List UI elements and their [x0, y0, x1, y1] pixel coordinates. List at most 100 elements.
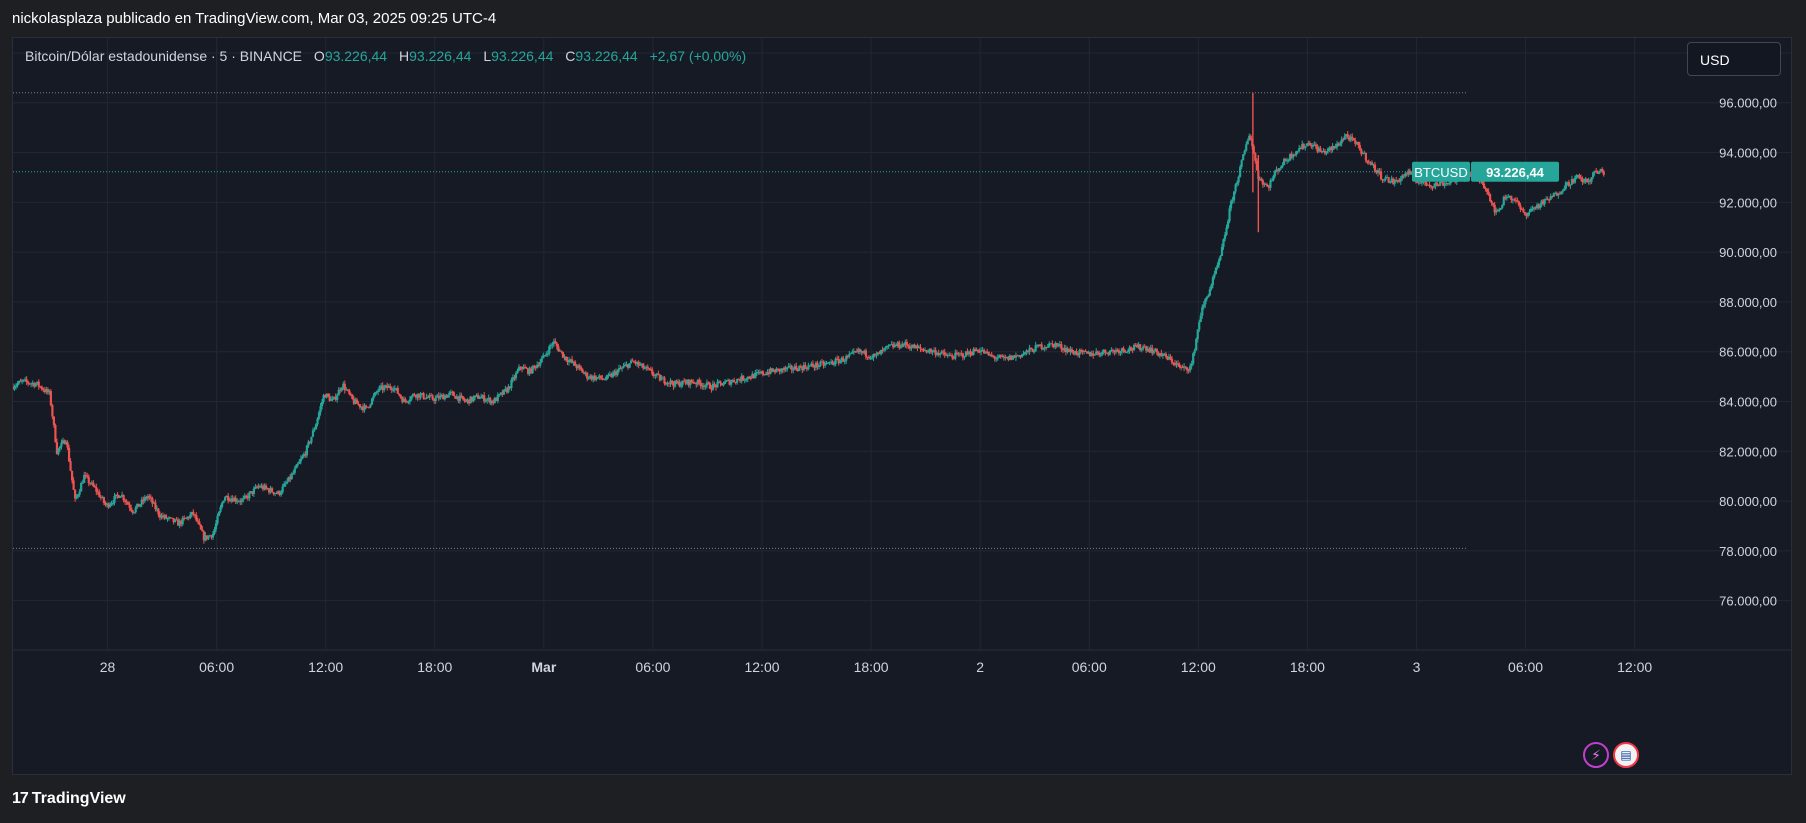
candle-body	[699, 382, 702, 387]
candle-body	[820, 361, 824, 363]
candle-body	[360, 406, 363, 408]
candle-body	[25, 379, 28, 382]
candle-body	[1213, 273, 1216, 278]
candle-body	[1086, 351, 1089, 354]
candle-body	[1217, 259, 1221, 266]
candle-body	[926, 351, 930, 353]
price-chart[interactable]: 98.000,0096.000,0094.000,0092.000,0090.0…	[13, 38, 1791, 774]
candle-body	[1360, 149, 1363, 154]
candle-body	[1002, 356, 1005, 358]
candle-body	[77, 494, 80, 497]
candle-body	[311, 430, 315, 437]
candle-body	[201, 529, 204, 532]
lightning-icon[interactable]: ⚡	[1583, 742, 1609, 768]
candle-body	[1208, 289, 1211, 296]
candle-body	[14, 385, 18, 388]
candle-body	[537, 364, 540, 366]
candle-body	[907, 345, 910, 347]
candle-body	[757, 372, 760, 374]
candle-body	[1079, 349, 1083, 351]
candle-body	[17, 381, 21, 384]
candle-body	[1210, 285, 1213, 290]
candle-body	[437, 395, 440, 399]
candle-body	[1573, 177, 1577, 183]
candle-body	[549, 345, 552, 347]
candle-body	[270, 488, 274, 493]
candle-body	[1098, 352, 1101, 355]
candle-body	[520, 367, 524, 370]
candle-body	[1364, 152, 1367, 161]
candle-body	[272, 492, 275, 494]
candle-body	[1390, 178, 1393, 182]
candle-body	[666, 382, 669, 385]
x-tick-label: 2	[976, 659, 984, 675]
candle-body	[1566, 182, 1569, 184]
candle-body	[1033, 351, 1036, 353]
candle-body	[1134, 345, 1137, 347]
candle-body	[1045, 347, 1048, 349]
candle-body	[57, 448, 60, 455]
candle-body	[19, 381, 22, 383]
candle-body	[1495, 210, 1498, 213]
candle-body	[1057, 345, 1060, 347]
candle-body	[543, 355, 546, 357]
currency-button[interactable]: USD	[1687, 42, 1781, 76]
candle-body	[1358, 145, 1361, 150]
candle-body	[422, 393, 425, 399]
candle-body	[860, 351, 863, 353]
candle-body	[804, 364, 807, 368]
published-by-header: nickolasplaza publicado en TradingView.c…	[12, 10, 497, 27]
candle-body	[993, 356, 996, 359]
candle-body	[569, 359, 572, 361]
candle-body	[633, 361, 636, 363]
candle-body	[749, 377, 752, 379]
candle-body	[1446, 182, 1449, 184]
candle-body	[58, 446, 62, 449]
candle-body	[493, 397, 496, 404]
candle-body	[672, 383, 675, 387]
candle-body	[1187, 370, 1190, 372]
candle-body	[1336, 143, 1339, 147]
candle-body	[711, 383, 715, 390]
ohlc-legend: Bitcoin/Dólar estadounidense · 5 · BINAN…	[25, 48, 746, 64]
candle-body	[614, 371, 618, 376]
candle-body	[730, 381, 733, 385]
tradingview-logo[interactable]: 17 TradingView	[12, 790, 126, 808]
us-flag-icon[interactable]: ▤	[1613, 742, 1639, 768]
candle-body	[454, 396, 457, 399]
y-tick-label: 90.000,00	[1719, 245, 1777, 260]
candle-body	[1523, 212, 1527, 215]
candle-body	[807, 365, 810, 370]
candle-body	[687, 379, 690, 386]
candle-body	[1348, 136, 1351, 141]
candle-body	[1228, 208, 1231, 222]
candle-body	[822, 361, 825, 366]
candle-body	[631, 360, 634, 362]
candle-body	[1166, 356, 1169, 360]
chart-pane[interactable]: Bitcoin/Dólar estadounidense · 5 · BINAN…	[12, 37, 1792, 775]
candle-body	[393, 388, 396, 390]
candle-body	[108, 504, 112, 508]
candle-body	[826, 362, 830, 364]
candle-body	[1055, 343, 1058, 346]
candle-body	[45, 389, 48, 392]
candle-body	[963, 356, 966, 358]
candle-body	[105, 503, 109, 505]
candle-body	[1601, 168, 1604, 172]
candle-body	[1482, 183, 1486, 189]
candle-body	[1222, 239, 1225, 247]
candle-body	[1229, 201, 1233, 209]
candle-body	[1131, 349, 1134, 351]
symbol-description[interactable]: Bitcoin/Dólar estadounidense · 5 · BINAN…	[25, 48, 303, 64]
candle-body	[966, 351, 969, 355]
candle-body	[1270, 180, 1274, 182]
candle-body	[1258, 178, 1261, 180]
candle-body	[587, 378, 590, 380]
candle-body	[231, 498, 234, 502]
candle-body	[428, 395, 431, 398]
candle-body	[1305, 143, 1308, 147]
candle-body	[28, 383, 31, 385]
candle-body	[673, 380, 677, 387]
candle-body	[1558, 193, 1561, 195]
candle-body	[678, 381, 681, 387]
